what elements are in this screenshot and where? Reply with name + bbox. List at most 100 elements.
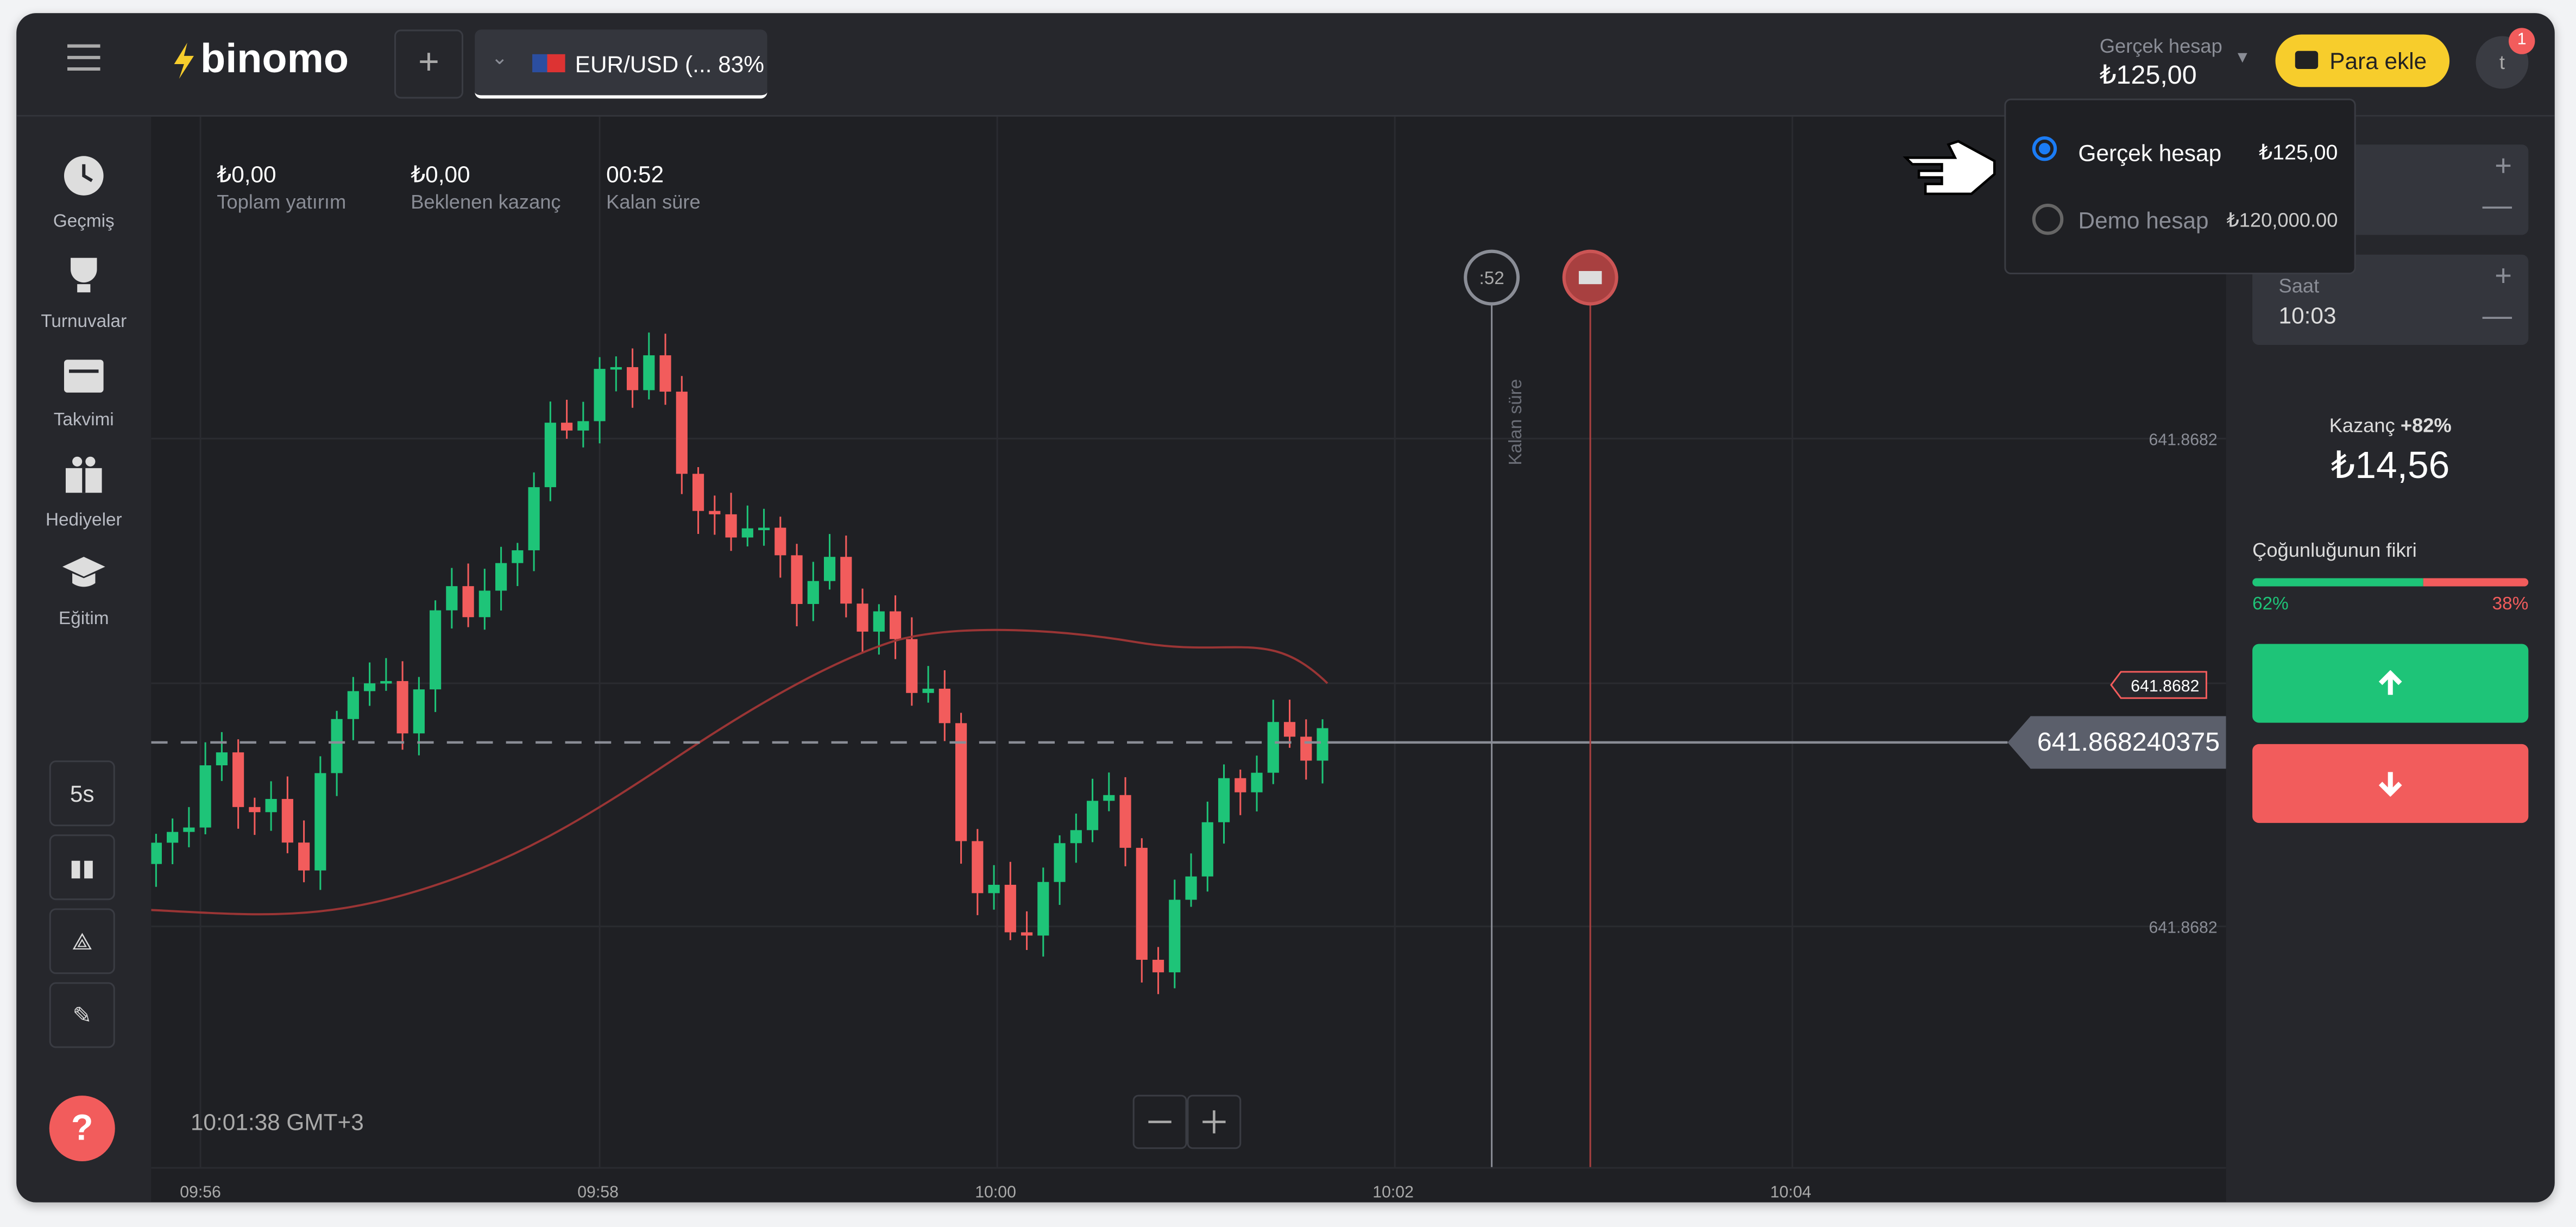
- candle-body: [298, 842, 310, 871]
- candle-body: [1169, 899, 1181, 973]
- interval-button[interactable]: 5s: [49, 760, 115, 827]
- candle-body: [594, 369, 606, 421]
- sidebar-icon[interactable]: [62, 154, 105, 197]
- sidebar-icon[interactable]: [62, 552, 105, 595]
- candle-body: [1218, 778, 1230, 822]
- account-option[interactable]: Gerçek hesap: [2078, 140, 2222, 166]
- sidebar-label[interactable]: Takvimi: [53, 411, 114, 431]
- x-tick-label: 10:04: [1770, 1184, 1811, 1201]
- menu-icon[interactable]: [66, 43, 102, 72]
- sidebar-label[interactable]: Hediyeler: [45, 509, 122, 530]
- candle-body: [692, 474, 704, 511]
- candle-body: [281, 798, 293, 843]
- candle-body: [495, 563, 507, 591]
- account-caret[interactable]: ▼: [2234, 49, 2251, 67]
- x-tick-label: 09:56: [180, 1184, 221, 1201]
- candle-body: [1251, 772, 1263, 792]
- price-level: 641.8682: [2131, 677, 2199, 695]
- candle-body: [380, 681, 392, 684]
- candle-body: [430, 610, 442, 690]
- candle-body: [183, 827, 195, 832]
- chart-tool[interactable]: ✎: [49, 982, 115, 1048]
- candle-body: [232, 752, 244, 807]
- x-tick-label: 09:58: [577, 1184, 619, 1201]
- down-button[interactable]: [2252, 744, 2529, 823]
- candle-body: [643, 355, 655, 391]
- candle-body: [1152, 960, 1164, 973]
- sidebar-icon[interactable]: [62, 452, 105, 495]
- stat-label: Beklenen kazanç: [411, 191, 560, 213]
- add-asset-button[interactable]: +: [394, 29, 464, 99]
- candle-body: [610, 367, 622, 370]
- candle-body: [1004, 884, 1016, 933]
- candle-body: [446, 586, 458, 611]
- logo-icon: [174, 42, 194, 79]
- account-type[interactable]: Gerçek hesap: [2099, 34, 2222, 58]
- candle-body: [741, 528, 753, 538]
- x-tick-label: 10:02: [1372, 1184, 1414, 1201]
- up-button[interactable]: [2252, 644, 2529, 723]
- sidebar-label[interactable]: Turnuvalar: [41, 311, 127, 331]
- candle-body: [478, 590, 490, 618]
- candle-body: [1267, 722, 1279, 773]
- sidebar-icon[interactable]: [62, 254, 105, 297]
- profit: ₺14,56: [2331, 443, 2450, 487]
- deposit-button[interactable]: Para ekle: [2275, 34, 2450, 87]
- trade-panel: + — Saat 10:03 + — Kazanç +82% ₺14,56 Çoğu…: [2226, 116, 2555, 1203]
- stat-value: ₺0,00: [217, 162, 276, 187]
- help-button[interactable]: ?: [49, 1096, 115, 1162]
- candle-body: [988, 884, 1000, 893]
- account-menu: Gerçek hesap ₺125,00 Demo hesap ₺120,000…: [2004, 98, 2356, 275]
- timer-circle: [1464, 249, 1520, 306]
- candle-body: [1103, 795, 1115, 801]
- sidebar-label[interactable]: Eğitim: [59, 609, 109, 630]
- x-tick-label: 10:00: [975, 1184, 1016, 1201]
- opinion-down: 38%: [2492, 594, 2529, 615]
- time-value: 10:03: [2278, 302, 2336, 329]
- chart-tool[interactable]: ⟁: [49, 908, 115, 974]
- asset-name: EUR/USD (... 83%: [575, 51, 765, 78]
- sidebar-label[interactable]: Geçmiş: [53, 212, 115, 232]
- candle-body: [561, 423, 573, 431]
- flag: [532, 54, 565, 73]
- stat-value: ₺0,00: [411, 162, 470, 187]
- sidebar-icon[interactable]: [62, 353, 105, 396]
- candle-body: [544, 423, 556, 487]
- chart-area: ₺0,00 Toplam yatırım ₺0,00 Beklenen kazanç 0…: [151, 116, 2226, 1201]
- candle-body: [939, 688, 950, 723]
- opinion-up: 62%: [2252, 594, 2289, 615]
- candle-body: [1070, 830, 1082, 844]
- profit-header: Kazanç +82%: [2226, 414, 2555, 437]
- finish-flag: [1578, 270, 1602, 285]
- candle-body: [1119, 795, 1131, 848]
- candle-body: [823, 557, 836, 581]
- pointer-hand: [1903, 140, 1996, 196]
- candle-body: [577, 421, 589, 431]
- candle-body: [725, 514, 737, 538]
- candle-body: [1300, 737, 1312, 761]
- candle-body: [151, 842, 162, 864]
- time-label: Saat: [2278, 274, 2320, 298]
- avatar[interactable]: t: [2476, 36, 2529, 89]
- opinion-title: Çoğunluğunun fikri: [2252, 538, 2417, 562]
- timer: :52: [1479, 268, 1504, 288]
- current-price: 641.868240375: [2037, 727, 2220, 757]
- candle-body: [265, 798, 277, 813]
- candle-body: [413, 689, 425, 734]
- stat-label: Toplam yatırım: [217, 191, 346, 213]
- candle-body: [873, 611, 885, 632]
- account-option[interactable]: Demo hesap: [2078, 207, 2209, 234]
- candle-body: [791, 555, 803, 604]
- candle-body: [676, 392, 688, 474]
- chart-tool[interactable]: ▮▮: [49, 834, 115, 901]
- moving-average: [151, 628, 1328, 916]
- candle-body: [1054, 843, 1066, 882]
- candle-body: [462, 586, 474, 618]
- candle-body: [216, 752, 228, 766]
- candle-body: [626, 367, 639, 391]
- candle-body: [906, 639, 918, 693]
- asset-selector[interactable]: ⌄ EUR/USD (... 83%: [475, 29, 767, 99]
- balance[interactable]: ₺125,00: [2099, 62, 2197, 91]
- candle-body: [1037, 882, 1049, 936]
- candle-body: [1317, 728, 1328, 761]
